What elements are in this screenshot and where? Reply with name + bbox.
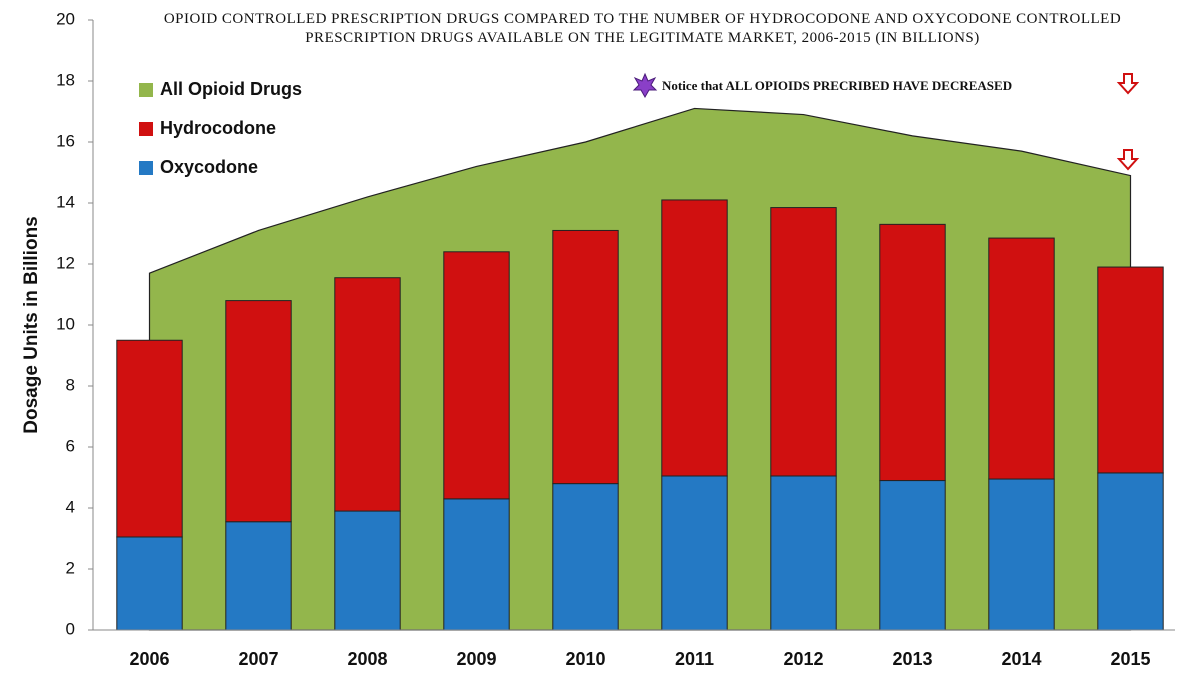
bar: [552, 229, 619, 485]
legend-swatch: [139, 161, 153, 175]
bar: [770, 475, 837, 631]
area: [148, 107, 1132, 631]
legend-swatch: [139, 122, 153, 136]
x-tick-label: 2012: [783, 649, 823, 669]
y-tick-label: 4: [66, 497, 75, 516]
star-icon: [632, 72, 658, 99]
bar: [443, 251, 510, 500]
bar: [879, 480, 946, 631]
bar: [1097, 266, 1164, 474]
legend-swatch: [139, 83, 153, 97]
bar: [225, 300, 292, 523]
legend-label: Hydrocodone: [160, 118, 276, 138]
bar: [443, 498, 510, 631]
bar: [988, 237, 1055, 480]
y-tick-label: 0: [66, 619, 75, 638]
x-tick-label: 2014: [1001, 649, 1041, 669]
annotation: Notice that ALL OPIOIDS PRECRIBED HAVE D…: [662, 78, 1013, 93]
bar: [661, 475, 728, 631]
x-tick-label: 2009: [456, 649, 496, 669]
legend-label: All Opioid Drugs: [160, 79, 302, 99]
down-arrow: [1116, 149, 1140, 171]
x-tick-label: 2010: [565, 649, 605, 669]
x-tick-label: 2008: [347, 649, 387, 669]
bar: [1097, 472, 1164, 631]
bar: [661, 199, 728, 477]
x-tick-label: 2015: [1110, 649, 1150, 669]
y-tick-label: 18: [56, 70, 75, 89]
x-tick-label: 2011: [675, 649, 714, 669]
chart-title: OPIOID CONTROLLED PRESCRIPTION DRUGS COM…: [163, 11, 1122, 46]
x-tick-label: 2013: [892, 649, 932, 669]
bar: [334, 510, 401, 631]
bar: [988, 478, 1055, 631]
y-tick-label: 20: [56, 9, 75, 28]
x-tick-label: 2007: [238, 649, 278, 669]
bar: [552, 483, 619, 631]
y-tick-label: 6: [66, 436, 75, 455]
legend-label: Oxycodone: [160, 157, 258, 177]
y-tick-label: 14: [56, 192, 75, 211]
y-tick-label: 12: [56, 253, 75, 272]
bar: [225, 521, 292, 631]
bar: [334, 277, 401, 512]
y-tick-label: 10: [56, 314, 75, 333]
bar: [116, 339, 183, 538]
bar: [879, 223, 946, 482]
y-tick-label: 16: [56, 131, 75, 150]
x-tick-label: 2006: [129, 649, 169, 669]
bar: [116, 536, 183, 631]
y-axis-label: Dosage Units in Billions: [21, 216, 42, 433]
y-tick-label: 8: [66, 375, 75, 394]
down-arrow: [1116, 73, 1140, 95]
bar: [770, 207, 837, 477]
y-tick-label: 2: [66, 558, 75, 577]
